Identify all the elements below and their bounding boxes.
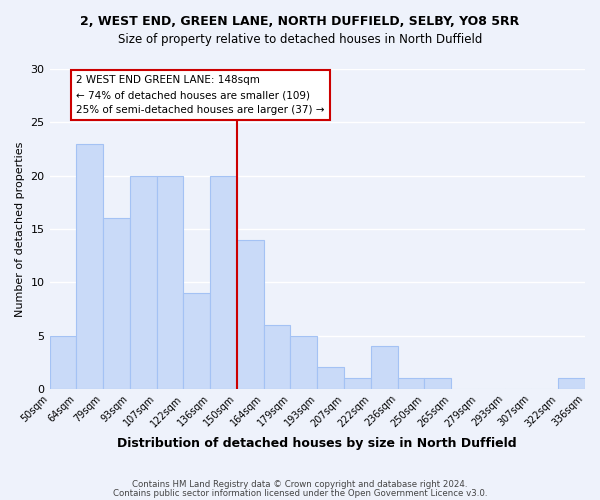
Bar — [103, 218, 130, 389]
Text: Contains public sector information licensed under the Open Government Licence v3: Contains public sector information licen… — [113, 488, 487, 498]
Y-axis label: Number of detached properties: Number of detached properties — [15, 141, 25, 316]
X-axis label: Distribution of detached houses by size in North Duffield: Distribution of detached houses by size … — [118, 437, 517, 450]
Bar — [76, 144, 103, 389]
Bar — [130, 176, 157, 389]
Bar — [157, 176, 184, 389]
Bar — [184, 293, 210, 389]
Text: 2 WEST END GREEN LANE: 148sqm
← 74% of detached houses are smaller (109)
25% of : 2 WEST END GREEN LANE: 148sqm ← 74% of d… — [76, 76, 325, 115]
Bar — [398, 378, 424, 389]
Bar — [317, 368, 344, 389]
Bar — [558, 378, 585, 389]
Bar — [344, 378, 371, 389]
Bar — [424, 378, 451, 389]
Bar — [371, 346, 398, 389]
Bar — [210, 176, 237, 389]
Bar — [237, 240, 264, 389]
Text: Size of property relative to detached houses in North Duffield: Size of property relative to detached ho… — [118, 32, 482, 46]
Text: Contains HM Land Registry data © Crown copyright and database right 2024.: Contains HM Land Registry data © Crown c… — [132, 480, 468, 489]
Text: 2, WEST END, GREEN LANE, NORTH DUFFIELD, SELBY, YO8 5RR: 2, WEST END, GREEN LANE, NORTH DUFFIELD,… — [80, 15, 520, 28]
Bar — [264, 325, 290, 389]
Bar — [290, 336, 317, 389]
Bar — [50, 336, 76, 389]
